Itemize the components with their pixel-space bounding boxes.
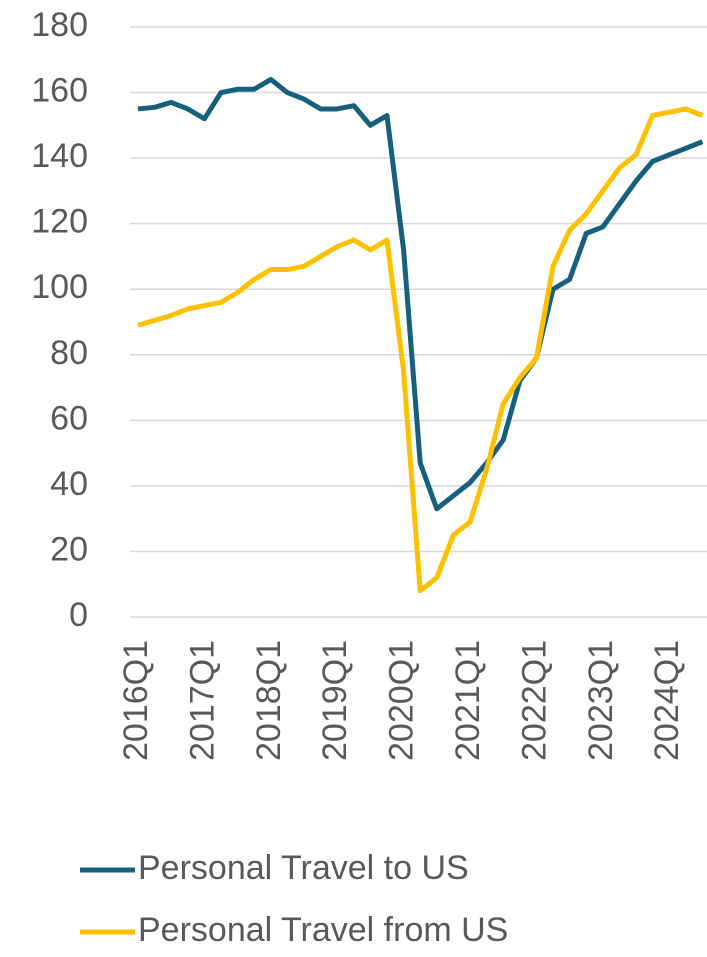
series-line xyxy=(137,76,704,512)
y-tick-label: 160 xyxy=(31,72,88,110)
y-tick-label: 120 xyxy=(31,203,88,241)
legend-label: Personal Travel to US xyxy=(138,849,469,887)
x-tick-label: 2018Q1 xyxy=(250,640,288,761)
x-tick-label: 2021Q1 xyxy=(449,640,487,761)
y-tick-label: 40 xyxy=(50,465,88,503)
y-tick-label: 0 xyxy=(69,596,88,634)
y-tick-label: 180 xyxy=(31,6,88,44)
x-tick-label: 2017Q1 xyxy=(183,640,221,761)
legend-label: Personal Travel from US xyxy=(138,911,508,949)
y-tick-label: 140 xyxy=(31,137,88,175)
x-tick-label: 2023Q1 xyxy=(582,640,620,761)
x-tick-label: 2024Q1 xyxy=(648,640,686,761)
y-tick-label: 60 xyxy=(50,399,88,437)
x-tick-label: 2022Q1 xyxy=(515,640,553,761)
series-line xyxy=(137,106,704,594)
y-tick-label: 100 xyxy=(31,268,88,306)
y-tick-label: 80 xyxy=(50,334,88,372)
y-tick-label: 20 xyxy=(50,530,88,568)
x-tick-label: 2019Q1 xyxy=(316,640,354,761)
x-tick-label: 2016Q1 xyxy=(117,640,155,761)
x-tick-label: 2020Q1 xyxy=(383,640,421,761)
